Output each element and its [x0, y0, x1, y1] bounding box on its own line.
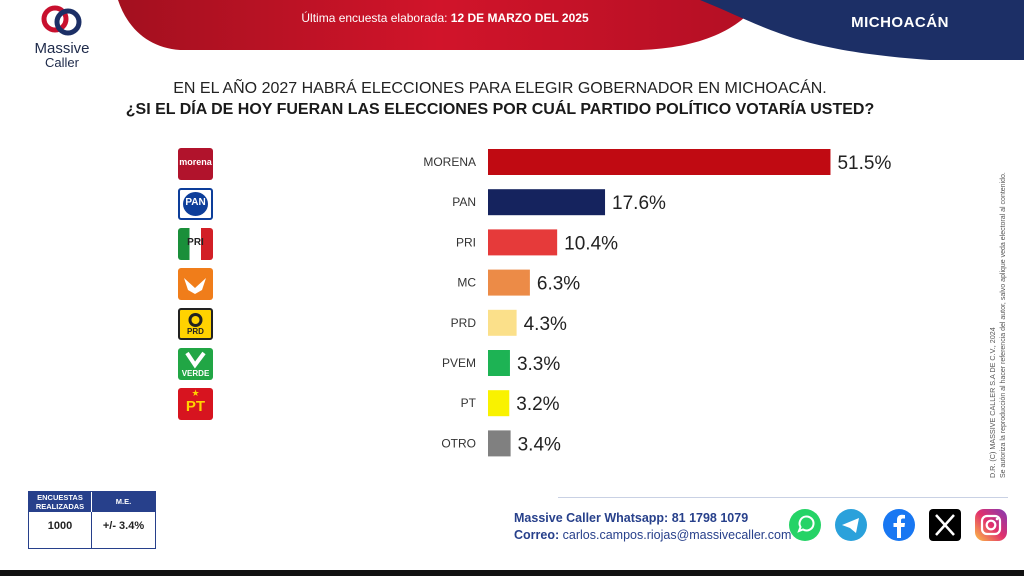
contact-email-line: Correo: carlos.campos.riojas@massivecall… [514, 528, 791, 542]
telegram-icon[interactable] [834, 508, 868, 542]
contact-email[interactable]: carlos.campos.riojas@massivecaller.com [562, 528, 792, 542]
value-label: 3.4% [518, 434, 561, 455]
morena-logo-text: morena [179, 157, 212, 167]
copyright-notice: D.R. (C) MASSIVE CALLER S.A DE C.V., 202… [988, 172, 1007, 478]
copyright-line2: Se autoriza la reproducción al hacer ref… [1000, 172, 1007, 478]
survey-date-label: Última encuesta elaborada: [301, 11, 448, 25]
stats-header-surveys: ENCUESTAS REALIZADAS [29, 492, 91, 512]
massive-caller-logo-icon [41, 5, 82, 36]
value-label: 51.5% [837, 153, 891, 174]
region-label: MICHOACÁN [851, 14, 949, 31]
category-label: MORENA [423, 155, 476, 169]
category-label: PAN [452, 195, 476, 209]
instagram-icon[interactable] [974, 508, 1008, 542]
survey-stats-table: ENCUESTAS REALIZADAS M.E. 1000 +/- 3.4% [28, 491, 156, 549]
value-label: 3.2% [516, 394, 559, 415]
bar-pan [488, 189, 606, 216]
header-banner [118, 0, 1024, 60]
value-label: 3.3% [517, 354, 560, 375]
category-label: MC [457, 276, 476, 290]
pan-logo-text: PAN [185, 197, 206, 208]
brand-name-line2: Caller [45, 55, 79, 70]
vote-intention-chart: MORENA 51.5% PAN 17.6% PRI 10.4% MC 6.3% PRD 4.3%… [423, 149, 891, 457]
survey-date-value: 12 DE MARZO DEL 2025 [450, 11, 589, 25]
contact-divider [558, 497, 1008, 498]
bar-pri [488, 229, 558, 256]
morena-logo: morena [178, 148, 213, 180]
bar-otro [488, 430, 511, 457]
stats-margin-value: +/- 3.4% [102, 520, 145, 532]
bar-pvem [488, 350, 510, 376]
survey-date: Última encuesta elaborada: 12 DE MARZO D… [260, 11, 630, 25]
bar-pt [488, 390, 510, 417]
stats-header-margin: M.E. [92, 492, 155, 512]
pt-logo-text: PT [185, 398, 206, 415]
pt-logo: ★ PT [178, 388, 213, 420]
bottom-bar [0, 570, 1024, 576]
verde-toucan-icon [185, 351, 206, 369]
pt-star-icon: ★ [191, 388, 200, 398]
category-label: PT [461, 396, 477, 410]
facebook-icon[interactable] [882, 508, 916, 542]
bar-prd [488, 309, 517, 336]
prd-logo-text: PRD [187, 327, 204, 336]
brand-name-line1: Massive [34, 40, 90, 57]
pri-logo-text: PRI [187, 237, 204, 248]
value-label: 6.3% [537, 274, 580, 295]
contact-email-label: Correo: [514, 528, 560, 542]
contact-whatsapp: Massive Caller Whatsapp: 81 1798 1079 [514, 511, 749, 525]
massive-caller-logo: Massive Caller [24, 2, 100, 72]
question-context: EN EL AÑO 2027 HABRÁ ELECCIONES PARA ELE… [173, 80, 827, 97]
category-label: PVEM [442, 356, 476, 370]
whatsapp-icon[interactable] [788, 508, 822, 542]
prd-sun-icon [188, 313, 203, 327]
pan-logo: PAN [178, 188, 213, 220]
bar-morena [488, 149, 831, 175]
value-label: 10.4% [564, 233, 618, 254]
value-label: 17.6% [612, 193, 666, 214]
verde-logo-text: VERDE [181, 369, 210, 378]
category-label: OTRO [441, 436, 476, 450]
prd-logo: PRD [178, 308, 213, 340]
x-icon[interactable] [928, 508, 962, 542]
category-label: PRI [456, 235, 476, 249]
mc-logo [178, 268, 213, 300]
question-title: ¿SI EL DÍA DE HOY FUERAN LAS ELECCIONES … [125, 101, 875, 118]
bar-mc [488, 269, 530, 296]
copyright-line1: D.R. (C) MASSIVE CALLER S.A DE C.V., 202… [988, 327, 997, 478]
value-label: 4.3% [524, 314, 567, 335]
mc-eagle-icon [184, 278, 206, 294]
pri-logo: PRI [178, 228, 213, 260]
stats-surveys-value: 1000 [47, 520, 73, 532]
verde-logo: VERDE [178, 348, 213, 380]
category-label: PRD [451, 316, 477, 330]
